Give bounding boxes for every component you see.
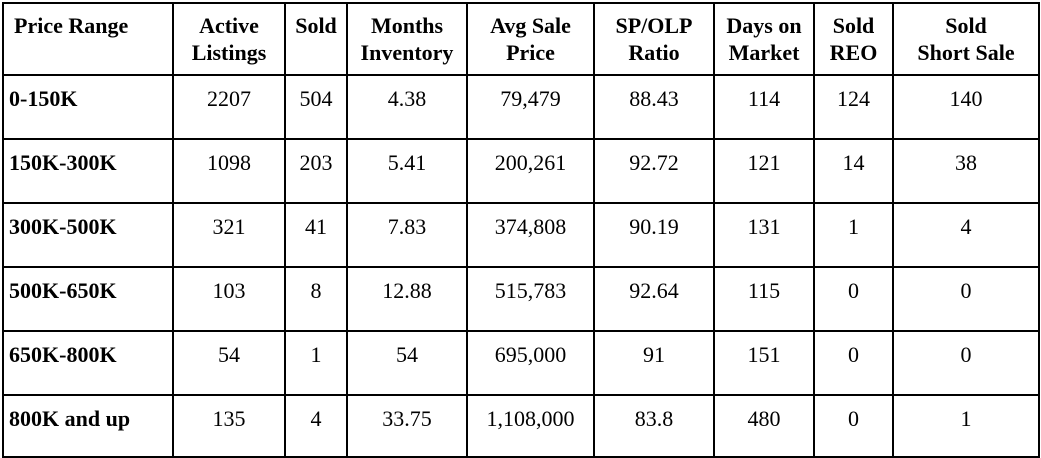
table-row: 0-150K 2207 504 4.38 79,479 88.43 114 12…: [2, 74, 1040, 140]
cell-sp-olp-ratio: 91: [593, 330, 715, 396]
cell-days-on-market: 151: [713, 330, 815, 396]
cell-price-range: 500K-650K: [2, 266, 174, 332]
cell-avg-sale-price: 374,808: [466, 202, 595, 268]
cell-days-on-market: 115: [713, 266, 815, 332]
cell-days-on-market: 131: [713, 202, 815, 268]
cell-sold: 504: [284, 74, 348, 140]
header-sold: Sold: [284, 2, 348, 76]
cell-sold-reo: 1: [813, 202, 894, 268]
cell-active-listings: 1098: [172, 138, 286, 204]
cell-days-on-market: 480: [713, 394, 815, 458]
cell-avg-sale-price: 1,108,000: [466, 394, 595, 458]
cell-sp-olp-ratio: 90.19: [593, 202, 715, 268]
cell-sold-reo: 0: [813, 330, 894, 396]
cell-months-inventory: 12.88: [346, 266, 468, 332]
cell-active-listings: 321: [172, 202, 286, 268]
cell-sold-short-sale: 4: [892, 202, 1040, 268]
cell-price-range: 650K-800K: [2, 330, 174, 396]
cell-sold: 8: [284, 266, 348, 332]
cell-price-range: 150K-300K: [2, 138, 174, 204]
cell-days-on-market: 114: [713, 74, 815, 140]
cell-sold-reo: 124: [813, 74, 894, 140]
cell-price-range: 300K-500K: [2, 202, 174, 268]
cell-avg-sale-price: 200,261: [466, 138, 595, 204]
cell-months-inventory: 5.41: [346, 138, 468, 204]
header-sold-reo: Sold REO: [813, 2, 894, 76]
cell-days-on-market: 121: [713, 138, 815, 204]
cell-avg-sale-price: 515,783: [466, 266, 595, 332]
cell-sold-short-sale: 38: [892, 138, 1040, 204]
cell-sold-reo: 14: [813, 138, 894, 204]
table-row: 300K-500K 321 41 7.83 374,808 90.19 131 …: [2, 202, 1040, 268]
table-header-row: Price Range Active Listings Sold Months In…: [2, 2, 1040, 76]
header-sold-short-sale: Sold Short Sale: [892, 2, 1040, 76]
cell-sold: 4: [284, 394, 348, 458]
cell-sp-olp-ratio: 88.43: [593, 74, 715, 140]
cell-sp-olp-ratio: 92.72: [593, 138, 715, 204]
header-active-listings: Active Listings: [172, 2, 286, 76]
cell-price-range: 0-150K: [2, 74, 174, 140]
cell-sp-olp-ratio: 83.8: [593, 394, 715, 458]
cell-avg-sale-price: 695,000: [466, 330, 595, 396]
cell-months-inventory: 4.38: [346, 74, 468, 140]
table-row: 150K-300K 1098 203 5.41 200,261 92.72 12…: [2, 138, 1040, 204]
table-row: 800K and up 135 4 33.75 1,108,000 83.8 4…: [2, 394, 1040, 458]
table-row: 650K-800K 54 1 54 695,000 91 151 0 0: [2, 330, 1040, 396]
cell-sold: 41: [284, 202, 348, 268]
header-avg-sale-price: Avg Sale Price: [466, 2, 595, 76]
cell-avg-sale-price: 79,479: [466, 74, 595, 140]
header-sp-olp-ratio: SP/OLP Ratio: [593, 2, 715, 76]
cell-sold: 203: [284, 138, 348, 204]
header-days-on-market: Days on Market: [713, 2, 815, 76]
cell-active-listings: 103: [172, 266, 286, 332]
cell-months-inventory: 33.75: [346, 394, 468, 458]
cell-sold-reo: 0: [813, 394, 894, 458]
cell-sold-short-sale: 0: [892, 330, 1040, 396]
cell-price-range: 800K and up: [2, 394, 174, 458]
cell-months-inventory: 54: [346, 330, 468, 396]
header-months-inventory: Months Inventory: [346, 2, 468, 76]
cell-active-listings: 54: [172, 330, 286, 396]
cell-active-listings: 2207: [172, 74, 286, 140]
header-price-range: Price Range: [2, 2, 174, 76]
cell-months-inventory: 7.83: [346, 202, 468, 268]
cell-sold-short-sale: 1: [892, 394, 1040, 458]
cell-sold-short-sale: 140: [892, 74, 1040, 140]
cell-sold-short-sale: 0: [892, 266, 1040, 332]
table-row: 500K-650K 103 8 12.88 515,783 92.64 115 …: [2, 266, 1040, 332]
cell-sp-olp-ratio: 92.64: [593, 266, 715, 332]
cell-sold-reo: 0: [813, 266, 894, 332]
cell-sold: 1: [284, 330, 348, 396]
cell-active-listings: 135: [172, 394, 286, 458]
